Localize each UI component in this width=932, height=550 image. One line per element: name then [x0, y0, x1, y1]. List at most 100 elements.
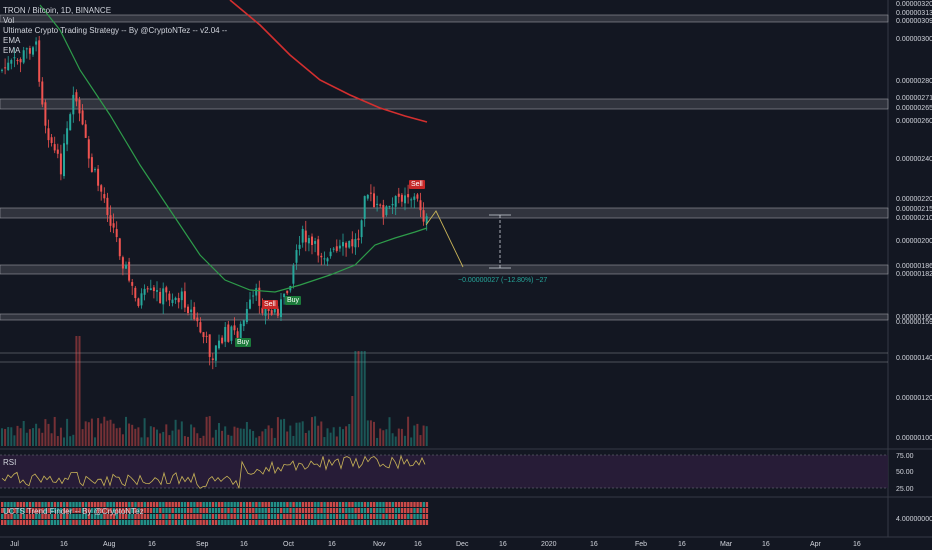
candle-body — [261, 307, 264, 314]
volume-bar — [56, 436, 59, 446]
volume-bar — [388, 417, 391, 446]
price-axis-label: 0.00000120 — [896, 395, 932, 402]
trend-cell — [419, 514, 422, 519]
trend-cell — [199, 520, 202, 525]
trend-cell — [90, 514, 94, 519]
candle-body — [295, 250, 298, 263]
candle-body — [38, 40, 41, 82]
price-axis-label: 0.00000260 — [896, 118, 932, 125]
trend-cell — [72, 514, 75, 519]
trend-cell — [292, 514, 295, 519]
candle-body — [335, 246, 338, 251]
trend-cell — [183, 502, 187, 507]
trend-cell — [286, 520, 289, 525]
trend-cell — [394, 520, 398, 525]
trend-cell — [81, 502, 84, 507]
trend-cell — [422, 508, 425, 513]
buy-signal-badge: Buy — [285, 296, 302, 305]
volume-bar — [41, 432, 44, 446]
rsi-pane-label[interactable]: RSI — [3, 458, 17, 467]
trend-cell — [196, 514, 199, 519]
candle-body — [174, 297, 177, 300]
volume-bar — [360, 351, 363, 446]
ema-indicator-label-2[interactable]: EMA — [3, 46, 21, 55]
trend-cell — [112, 508, 115, 513]
ema-indicator-label-1[interactable]: EMA — [3, 36, 21, 45]
trend-cell — [233, 520, 236, 525]
candle-body — [75, 92, 78, 102]
support-resistance-zone — [0, 207, 889, 219]
trend-cell — [317, 520, 320, 525]
trend-cell — [143, 514, 146, 519]
trend-cell — [196, 508, 199, 513]
candle-body — [404, 195, 406, 204]
volume-bar — [72, 434, 75, 446]
candle-body — [301, 228, 304, 243]
trend-cell — [81, 508, 84, 513]
trend-cell — [342, 502, 345, 507]
trend-cell — [38, 502, 41, 507]
candle-body — [239, 323, 242, 340]
trend-cell — [388, 520, 391, 525]
volume-bar — [25, 432, 28, 446]
trend-cell — [298, 502, 301, 507]
trend-cell — [146, 520, 150, 525]
trend-cell — [270, 514, 274, 519]
trend-cell — [342, 514, 345, 519]
trend-cell — [41, 514, 44, 519]
time-axis-label: Oct — [283, 541, 294, 548]
trend-cell — [249, 520, 252, 525]
candle-body — [63, 143, 65, 177]
trend-cell — [199, 502, 202, 507]
volume-bar — [19, 428, 22, 446]
trend-cell — [286, 502, 289, 507]
trend-cell — [267, 514, 270, 519]
trend-cell — [314, 520, 317, 525]
volume-bar — [249, 429, 251, 446]
trend-cell — [38, 508, 41, 513]
trend-cell — [335, 520, 339, 525]
trend-finder-pane-label[interactable]: UCTS Trend Finder -- By @CryptoNTez — [3, 507, 144, 516]
trend-cell — [419, 520, 422, 525]
trend-cell — [326, 502, 329, 507]
trend-cell — [90, 520, 94, 525]
trend-cell — [149, 508, 153, 513]
trend-cell — [22, 508, 26, 513]
trend-cell — [422, 514, 425, 519]
trend-cell — [270, 502, 274, 507]
volume-indicator-label[interactable]: Vol — [3, 16, 15, 25]
candle-body — [264, 306, 267, 316]
volume-bar — [425, 426, 428, 446]
trend-cell — [276, 502, 280, 507]
trend-cell — [35, 502, 38, 507]
volume-bar — [35, 423, 38, 446]
strategy-indicator-label[interactable]: Ultimate Crypto Trading Strategy -- By @… — [3, 26, 228, 35]
trend-cell — [199, 508, 202, 513]
volume-bar — [363, 351, 366, 446]
volume-bar — [32, 428, 34, 446]
trend-cell — [267, 508, 270, 513]
volume-bar — [183, 436, 186, 446]
trend-cell — [273, 514, 277, 519]
trend-cell — [425, 514, 429, 519]
trend-cell — [106, 514, 109, 519]
trend-cell — [397, 502, 401, 507]
symbol-title[interactable]: TRON / Bitcoin, 1D, BINANCE — [3, 6, 112, 15]
trend-cell — [245, 520, 249, 525]
trend-cell — [242, 508, 246, 513]
volume-bar — [407, 416, 410, 446]
price-axis-label: 0.00000100 — [896, 435, 932, 442]
trend-cell — [103, 514, 106, 519]
trend-cell — [280, 508, 283, 513]
trend-cell — [354, 508, 357, 513]
trend-cell — [125, 502, 128, 507]
trend-cell — [94, 508, 97, 513]
candle-body — [218, 340, 220, 349]
trend-cell — [13, 508, 16, 513]
volume-bar — [239, 428, 242, 446]
trend-cell — [295, 520, 298, 525]
trend-cell — [276, 520, 280, 525]
trend-cell — [338, 520, 342, 525]
volume-bar — [283, 418, 286, 446]
